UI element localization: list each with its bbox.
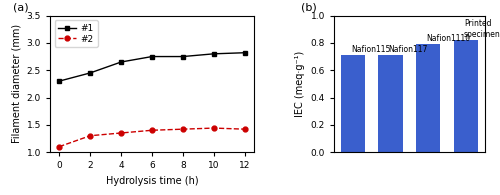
#1 <box>56 80 62 82</box>
#2 <box>56 145 62 148</box>
Text: Nafion115: Nafion115 <box>351 45 391 54</box>
#2 <box>180 128 186 130</box>
Text: (b): (b) <box>300 3 316 13</box>
Bar <box>341 55 365 152</box>
Bar <box>454 40 478 152</box>
#1 <box>211 53 217 55</box>
Legend: #1, #2: #1, #2 <box>54 20 98 47</box>
Bar <box>378 55 403 152</box>
X-axis label: Hydrolysis time (h): Hydrolysis time (h) <box>106 176 198 186</box>
Y-axis label: Filament diameter (mm): Filament diameter (mm) <box>11 24 21 143</box>
Text: (a): (a) <box>14 3 29 13</box>
#1 <box>242 51 248 54</box>
#1 <box>118 61 124 63</box>
Bar <box>416 44 440 152</box>
#1 <box>180 55 186 58</box>
Text: Nafion117: Nafion117 <box>388 45 428 54</box>
Y-axis label: IEC (meq·g⁻¹): IEC (meq·g⁻¹) <box>295 51 305 117</box>
Text: Nafion1110: Nafion1110 <box>426 34 470 43</box>
#1 <box>149 55 155 58</box>
#1 <box>87 72 93 74</box>
Text: Printed
specimen: Printed specimen <box>464 20 500 39</box>
#2 <box>242 128 248 130</box>
#2 <box>118 132 124 134</box>
#2 <box>149 129 155 131</box>
Line: #2: #2 <box>57 126 247 149</box>
#2 <box>211 127 217 129</box>
Line: #1: #1 <box>57 50 247 83</box>
#2 <box>87 135 93 137</box>
